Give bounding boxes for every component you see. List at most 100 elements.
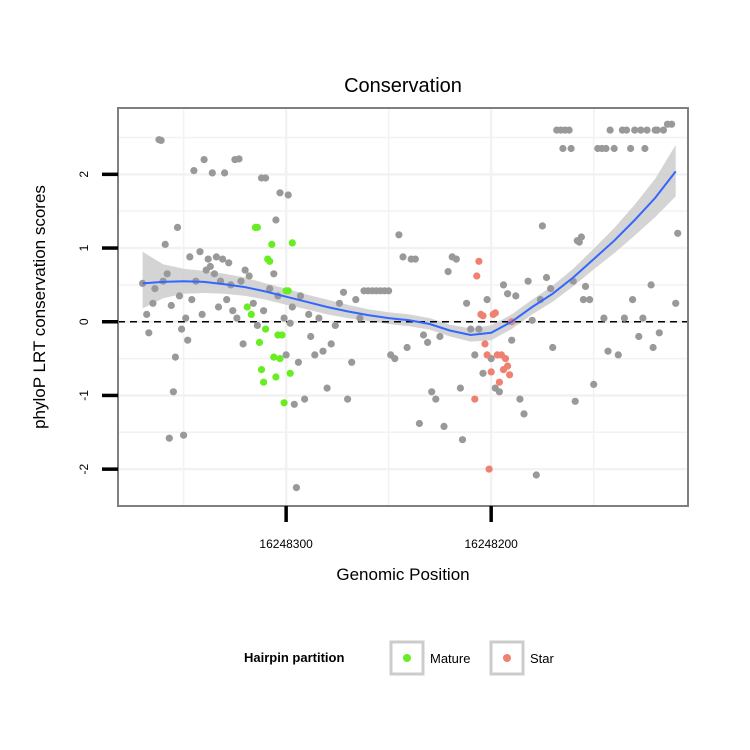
data-point-other <box>524 277 532 285</box>
data-point-mature <box>280 399 288 407</box>
data-point-star <box>491 309 499 317</box>
data-point-other <box>637 126 645 134</box>
data-point-mature <box>266 257 274 265</box>
data-point-other <box>237 277 245 285</box>
data-point-other <box>214 303 223 311</box>
data-point-other <box>323 384 331 392</box>
x-axis-ticks: 16248300 16248200 <box>259 506 518 551</box>
data-point-other <box>483 296 491 304</box>
data-point-other <box>549 343 557 352</box>
data-point-star <box>475 257 483 265</box>
data-point-other <box>504 290 512 298</box>
data-point-other <box>600 314 608 322</box>
data-point-other <box>186 253 194 261</box>
data-point-star <box>501 355 510 363</box>
y-tick-label: 0 <box>77 318 91 325</box>
data-point-other <box>165 434 173 442</box>
data-point-star <box>485 465 493 473</box>
data-point-other <box>565 126 573 134</box>
data-point-other <box>567 144 575 153</box>
legend-key-box <box>489 640 525 676</box>
data-point-mature <box>276 355 284 363</box>
data-point-other <box>180 431 188 439</box>
data-point-mature <box>286 369 294 377</box>
data-point-other <box>571 397 579 405</box>
data-point-other <box>440 422 448 430</box>
data-point-mature <box>260 378 268 386</box>
data-point-other <box>331 321 339 329</box>
data-point-mature <box>243 303 251 311</box>
data-point-other <box>547 285 555 293</box>
data-point-other <box>415 419 423 428</box>
data-point-other <box>577 233 586 241</box>
x-tick-label: 16248300 <box>259 537 313 551</box>
data-point-other <box>352 296 360 304</box>
data-point-other <box>188 296 196 304</box>
data-point-other <box>403 343 411 352</box>
data-point-other <box>668 120 676 128</box>
data-point-mature <box>288 239 296 247</box>
data-point-other <box>356 314 364 322</box>
data-point-other <box>581 282 590 290</box>
data-point-other <box>282 351 290 359</box>
data-point-other <box>444 268 452 276</box>
y-tick-label: 1 <box>77 244 91 251</box>
data-point-other <box>463 299 471 307</box>
data-point-other <box>424 338 432 346</box>
y-axis-ticks: -2 -1 0 1 2 <box>77 171 118 474</box>
data-point-other <box>163 270 171 278</box>
data-point-other <box>538 222 547 230</box>
plot-panel <box>117 107 689 507</box>
data-point-other <box>292 484 300 492</box>
data-point-other <box>260 307 268 315</box>
y-tick-label: 2 <box>77 171 91 178</box>
data-point-other <box>659 126 668 134</box>
data-point-other <box>241 266 249 274</box>
data-point-other <box>161 240 169 248</box>
data-point-other <box>286 319 294 327</box>
data-point-other <box>620 314 629 322</box>
data-point-other <box>196 248 204 256</box>
data-point-other <box>428 388 436 396</box>
data-point-other <box>225 259 233 267</box>
confidence-band <box>142 144 676 342</box>
data-point-other <box>212 253 220 261</box>
data-point-mature <box>262 325 270 333</box>
data-point-other <box>641 144 649 153</box>
legend-label-star: Star <box>530 651 555 666</box>
data-point-mature <box>278 331 286 339</box>
data-point-other <box>210 270 218 278</box>
y-axis-label: phyloP LRT conservation scores <box>30 185 49 429</box>
data-point-other <box>206 262 214 271</box>
smooth-line <box>142 170 677 337</box>
data-point-other <box>270 270 278 278</box>
data-point-other <box>335 299 343 307</box>
data-point-other <box>173 223 182 231</box>
data-point-other <box>235 155 243 163</box>
y-tick-label: -2 <box>77 463 91 474</box>
data-point-other <box>296 292 305 300</box>
data-point-other <box>655 329 663 337</box>
data-point-other <box>559 144 567 153</box>
data-point-other <box>284 191 292 199</box>
data-point-mature <box>272 373 280 381</box>
data-point-mature <box>270 353 278 361</box>
data-point-other <box>629 296 637 304</box>
data-point-other <box>499 281 508 289</box>
data-point-other <box>385 287 393 295</box>
data-point-other <box>590 380 598 388</box>
data-point-other <box>167 301 175 310</box>
data-point-other <box>542 273 551 282</box>
data-point-other <box>456 384 464 392</box>
data-point-other <box>290 400 298 408</box>
data-point-other <box>614 351 622 359</box>
data-point-other <box>653 126 661 134</box>
data-point-other <box>348 358 356 366</box>
data-point-star <box>473 272 481 280</box>
data-point-star <box>471 395 479 403</box>
data-point-other <box>175 292 184 300</box>
data-point-star <box>483 351 491 359</box>
data-point-other <box>606 126 614 134</box>
legend-label-mature: Mature <box>430 651 470 666</box>
